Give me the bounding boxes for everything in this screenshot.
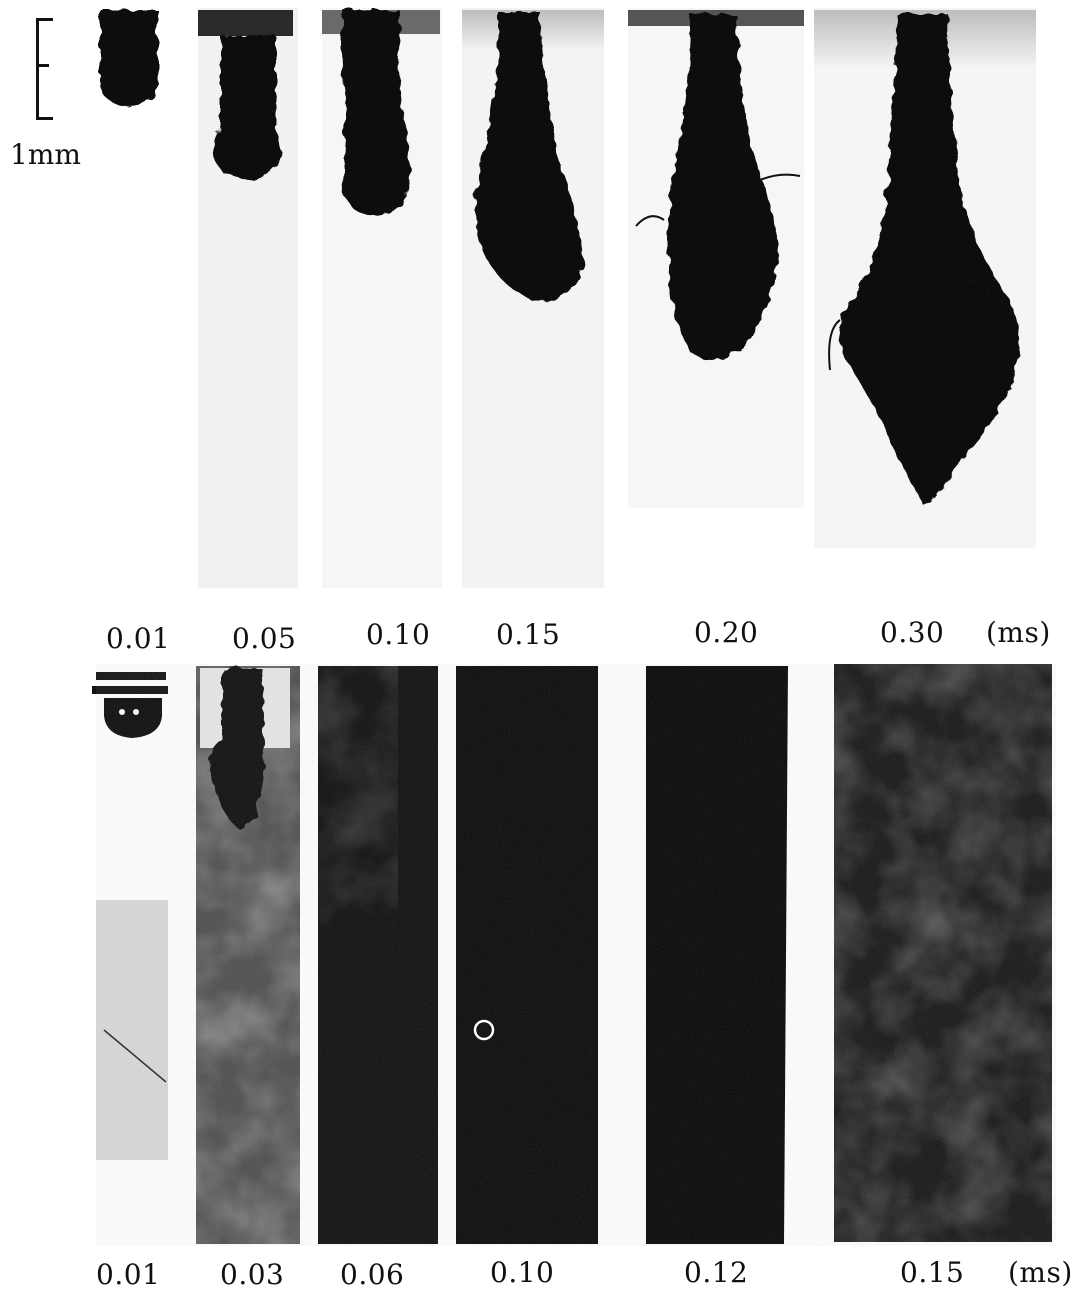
scale-bar-midtick (39, 64, 49, 67)
row1-frames (100, 8, 1036, 588)
row1-time-1: 0.01 (106, 622, 171, 655)
row1-time-3: 0.10 (366, 618, 431, 651)
drop-marker-circle (473, 1019, 495, 1041)
row2-time-1: 0.01 (96, 1258, 161, 1291)
row1-time-2: 0.05 (232, 622, 297, 655)
spray-plume-2 (213, 36, 281, 179)
frame-grain (96, 664, 1056, 1246)
ligament-6a (959, 280, 991, 297)
row1-time-5: 0.20 (694, 616, 759, 649)
ligament-5b (759, 173, 801, 181)
row2-time-4: 0.10 (490, 1256, 555, 1289)
nozzle-bar-2 (198, 10, 293, 36)
spray-plume-1 (100, 10, 159, 106)
row1-time-4: 0.15 (496, 618, 561, 651)
row2-frames (92, 664, 1056, 1246)
scale-label: 1mm (10, 138, 81, 171)
row2-time-5: 0.12 (684, 1256, 749, 1289)
row1-unit: (ms) (986, 616, 1051, 649)
ligament-6b (828, 319, 841, 371)
scale-bar (36, 18, 53, 120)
ligament-5a (635, 215, 665, 227)
row2-time-6: 0.15 (900, 1256, 965, 1289)
row2-unit: (ms) (1008, 1256, 1073, 1289)
row2-time-2: 0.03 (220, 1258, 285, 1291)
scratch-line (103, 1029, 167, 1083)
row1-time-6: 0.30 (880, 616, 945, 649)
spray-plume-6 (839, 14, 1019, 506)
spray-plume-3 (341, 10, 410, 216)
spray-plume-4 (474, 12, 584, 302)
row2-time-3: 0.06 (340, 1258, 405, 1291)
spray-plume-5 (667, 14, 780, 360)
